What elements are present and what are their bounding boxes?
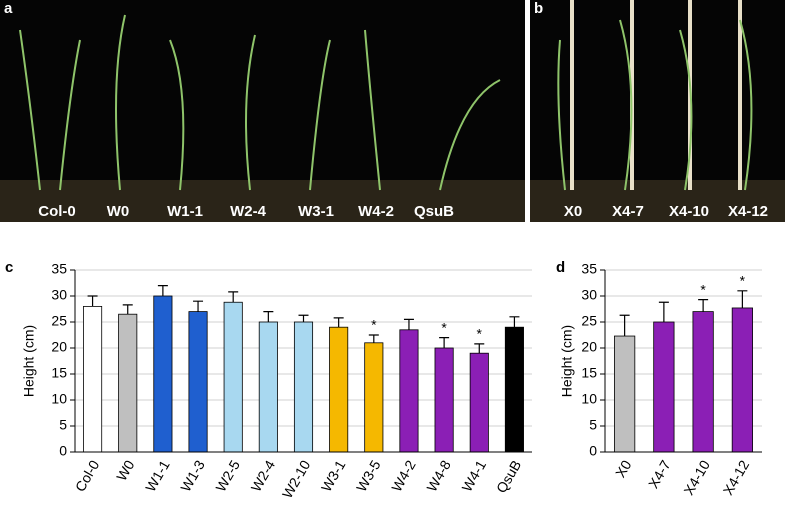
y-tick-label: 0 (59, 443, 67, 459)
plants (557, 19, 753, 191)
significance-mark: * (371, 317, 377, 333)
y-tick-label: 10 (581, 391, 597, 407)
y-tick-label: 30 (581, 287, 597, 303)
y-axis-label: Height (cm) (559, 325, 575, 397)
panel-letter: a (4, 0, 13, 17)
x-tick-label: W2-5 (212, 457, 243, 494)
error-bar (619, 314, 630, 337)
x-tick-label: X4-7 (645, 457, 674, 491)
x-tick-label: W0 (113, 457, 137, 483)
y-tick-label: 15 (51, 365, 67, 381)
photo-label: X0 (564, 203, 582, 220)
y-tick-label: 30 (51, 287, 67, 303)
bar (469, 352, 489, 453)
y-tick-label: 35 (51, 261, 67, 277)
error-bar (333, 317, 344, 328)
x-tick-label: W2-10 (279, 457, 314, 501)
y-tick-label: 25 (51, 313, 67, 329)
x-tick-label: W3-1 (318, 457, 349, 494)
bar (118, 313, 138, 453)
y-axis-label: Height (cm) (21, 325, 37, 397)
error-bar (157, 285, 168, 296)
bar (504, 326, 524, 453)
bar (83, 305, 103, 453)
bar (258, 321, 278, 453)
bar (692, 311, 714, 453)
photo-a: a (0, 0, 525, 222)
error-bar (509, 316, 520, 328)
y-tick-label: 25 (581, 313, 597, 329)
error-bar (87, 295, 98, 307)
photo-label: W3-1 (298, 203, 334, 220)
photo-label: X4-12 (728, 203, 768, 220)
panel-letter: b (534, 0, 543, 17)
bar (223, 301, 243, 453)
photo-b: b (530, 0, 785, 222)
significance-mark: * (477, 326, 483, 342)
photo-label: W0 (107, 203, 130, 220)
photo-label: W2-4 (230, 203, 266, 220)
error-bar (368, 334, 379, 343)
y-tick-label: 20 (581, 339, 597, 355)
x-tick-label: X4-10 (680, 457, 713, 498)
x-tick-label: X4-12 (720, 457, 753, 498)
error-bar (439, 337, 450, 348)
significance-mark: * (740, 273, 746, 289)
x-tick-label: QsuB (493, 457, 524, 495)
bar (188, 311, 208, 453)
error-bar (228, 291, 239, 303)
error-bar (298, 314, 309, 322)
photo-label: W1-1 (167, 203, 203, 220)
bar (614, 335, 636, 453)
bar (364, 342, 384, 453)
photo-label: QsuB (414, 203, 454, 220)
x-tick-label: Col-0 (72, 457, 103, 494)
bar (153, 295, 173, 453)
x-tick-label: W3-5 (353, 457, 384, 494)
y-tick-label: 35 (581, 261, 597, 277)
significance-mark: * (441, 319, 447, 335)
error-bar (122, 304, 133, 315)
error-bar (263, 311, 274, 322)
y-tick-label: 10 (51, 391, 67, 407)
bar (399, 329, 419, 453)
photo-label: W4-2 (358, 203, 394, 220)
x-tick-label: W4-1 (458, 457, 489, 494)
x-tick-label: W2-4 (248, 457, 279, 494)
y-tick-label: 0 (589, 443, 597, 459)
error-bar (403, 318, 414, 330)
y-tick-label: 20 (51, 339, 67, 355)
panel-letter: c (5, 259, 13, 276)
error-bar (193, 300, 204, 312)
pots (0, 180, 525, 222)
panel-letter: d (556, 259, 565, 276)
photo-label: X4-7 (612, 203, 644, 220)
x-tick-label: W1-3 (177, 457, 208, 494)
bar (731, 307, 753, 453)
x-tick-label: X0 (612, 457, 635, 480)
x-tick-label: W4-8 (423, 457, 454, 494)
y-tick-label: 5 (589, 417, 597, 433)
y-tick-label: 15 (581, 365, 597, 381)
error-bar (658, 301, 669, 322)
error-bar (737, 290, 748, 308)
bar (434, 347, 454, 453)
y-tick-label: 5 (59, 417, 67, 433)
error-bar (698, 299, 709, 312)
bar (329, 326, 349, 453)
photo-label: Col-0 (38, 203, 76, 220)
photo-label: X4-10 (669, 203, 709, 220)
bar (653, 321, 675, 453)
significance-mark: * (700, 281, 706, 297)
x-tick-label: W4-2 (388, 457, 419, 494)
bar (293, 321, 314, 453)
x-tick-label: W1-1 (142, 457, 173, 494)
plants (19, 14, 501, 191)
error-bar (474, 343, 485, 354)
